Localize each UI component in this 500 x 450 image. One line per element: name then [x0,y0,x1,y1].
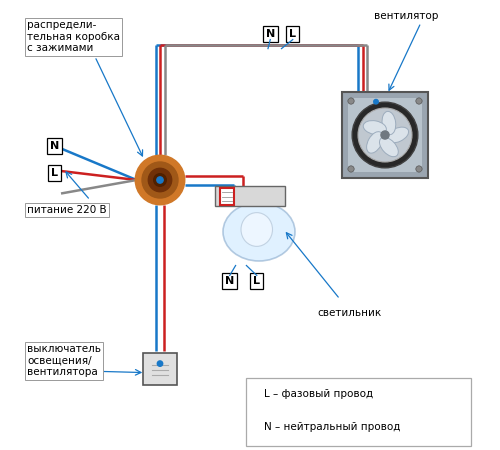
Circle shape [142,162,178,198]
Ellipse shape [363,121,386,135]
Circle shape [374,99,378,104]
Ellipse shape [386,127,408,143]
Text: L – фазовый провод: L – фазовый провод [264,389,372,399]
FancyBboxPatch shape [215,186,285,206]
Text: выключатель
освещения/
вентилятора: выключатель освещения/ вентилятора [27,344,101,378]
Circle shape [348,166,354,172]
Text: распредели-
тельная коробка
с зажимами: распредели- тельная коробка с зажимами [27,20,120,54]
FancyBboxPatch shape [342,92,428,178]
Circle shape [148,168,172,192]
Ellipse shape [380,137,398,157]
Ellipse shape [366,132,383,153]
Text: N – нейтральный провод: N – нейтральный провод [264,423,400,432]
Text: питание 220 В: питание 220 В [27,205,107,215]
Circle shape [381,131,389,139]
Ellipse shape [382,111,396,135]
Ellipse shape [223,202,295,261]
Text: N: N [50,141,59,151]
Text: L: L [51,168,58,178]
Text: светильник: светильник [318,308,382,318]
Circle shape [348,98,354,104]
Ellipse shape [241,213,272,247]
Text: N: N [266,29,275,39]
Circle shape [416,166,422,172]
Circle shape [135,155,185,205]
Circle shape [157,177,163,183]
FancyBboxPatch shape [246,378,470,446]
Text: L: L [254,276,260,286]
Text: L: L [289,29,296,39]
FancyBboxPatch shape [348,98,422,172]
FancyBboxPatch shape [143,353,177,385]
Circle shape [154,174,166,186]
Circle shape [416,98,422,104]
Circle shape [158,361,162,366]
Text: N: N [225,276,234,286]
Circle shape [352,102,418,168]
Text: вентилятор: вентилятор [374,11,438,21]
FancyBboxPatch shape [220,188,234,205]
Circle shape [358,108,412,162]
